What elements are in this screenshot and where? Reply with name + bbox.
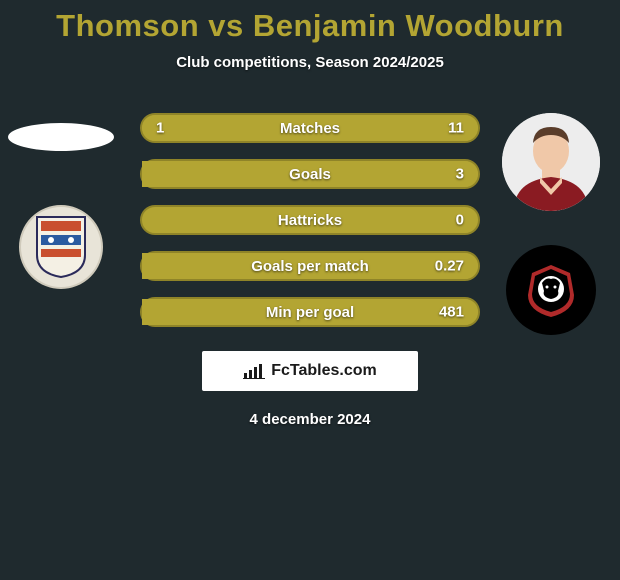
bar-chart-icon: [243, 363, 265, 379]
right-club-crest: [506, 245, 596, 335]
stats-bar-group: 1 Matches 11 Goals 3 Hattricks 0 Goals per matc…: [140, 113, 480, 327]
player-portrait-icon: [502, 113, 600, 211]
brand-badge: FcTables.com: [202, 351, 418, 391]
right-player-column: [502, 113, 600, 335]
shield-crest-icon: [33, 215, 89, 279]
stat-bar: 1 Matches 11: [140, 113, 480, 143]
stat-value-right: 11: [448, 120, 464, 137]
stat-value-left: 1: [156, 120, 164, 137]
stat-bar: Min per goal 481: [140, 297, 480, 327]
stat-label: Min per goal: [266, 304, 354, 321]
lion-crest-icon: [522, 261, 580, 319]
stat-value-right: 0: [456, 212, 464, 229]
brand-text: FcTables.com: [271, 362, 377, 380]
stat-bar: Hattricks 0: [140, 205, 480, 235]
stat-bar: Goals 3: [140, 159, 480, 189]
infographic-date: 4 december 2024: [0, 411, 620, 428]
brand-text-prefix: FcTables: [271, 362, 339, 379]
brand-text-suffix: .com: [339, 362, 376, 379]
stat-label: Hattricks: [278, 212, 342, 229]
content-area: 1 Matches 11 Goals 3 Hattricks 0 Goals per matc…: [0, 113, 620, 327]
left-avatar-placeholder: [8, 123, 114, 151]
subtitle: Club competitions, Season 2024/2025: [0, 54, 620, 71]
comparison-infographic: Thomson vs Benjamin Woodburn Club compet…: [0, 0, 620, 580]
stat-bar: Goals per match 0.27: [140, 251, 480, 281]
stat-value-right: 3: [456, 166, 464, 183]
stat-label: Matches: [280, 120, 340, 137]
left-club-crest: [19, 205, 103, 289]
right-player-avatar: [502, 113, 600, 211]
stat-value-right: 481: [439, 304, 464, 321]
stat-value-right: 0.27: [435, 258, 464, 275]
page-title: Thomson vs Benjamin Woodburn: [0, 0, 620, 44]
stat-label: Goals per match: [251, 258, 369, 275]
left-player-column: [8, 113, 114, 289]
stat-label: Goals: [289, 166, 331, 183]
